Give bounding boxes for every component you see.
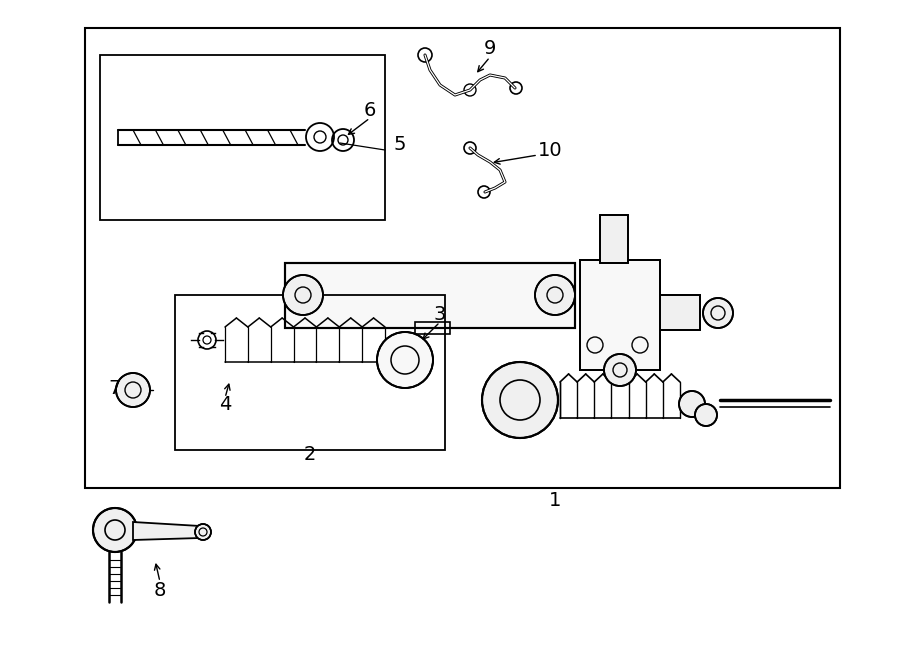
Bar: [285, 263, 575, 328]
Text: 6: 6: [364, 100, 376, 120]
Bar: [85, 28, 840, 488]
Circle shape: [604, 354, 636, 386]
Bar: [580, 260, 660, 370]
Circle shape: [93, 508, 137, 552]
Bar: [660, 295, 700, 330]
Bar: [285, 263, 575, 328]
Circle shape: [482, 362, 558, 438]
Text: 5: 5: [394, 136, 406, 155]
Text: 1: 1: [549, 490, 562, 510]
Text: 7: 7: [109, 379, 122, 397]
Text: 2: 2: [304, 446, 316, 465]
Bar: [580, 260, 660, 370]
Text: 10: 10: [537, 141, 562, 159]
Bar: [660, 295, 700, 330]
Bar: [100, 55, 385, 220]
Circle shape: [283, 275, 323, 315]
Circle shape: [695, 404, 717, 426]
Bar: [415, 322, 450, 334]
Text: 3: 3: [434, 305, 446, 325]
Text: 4: 4: [219, 395, 231, 414]
Bar: [600, 215, 628, 263]
Circle shape: [679, 391, 705, 417]
Circle shape: [535, 275, 575, 315]
Bar: [175, 295, 445, 450]
Text: 9: 9: [484, 38, 496, 58]
Polygon shape: [133, 522, 200, 540]
Bar: [600, 215, 628, 263]
Circle shape: [377, 332, 433, 388]
Circle shape: [703, 298, 733, 328]
Circle shape: [116, 373, 150, 407]
Circle shape: [195, 524, 211, 540]
Text: 8: 8: [154, 580, 166, 600]
